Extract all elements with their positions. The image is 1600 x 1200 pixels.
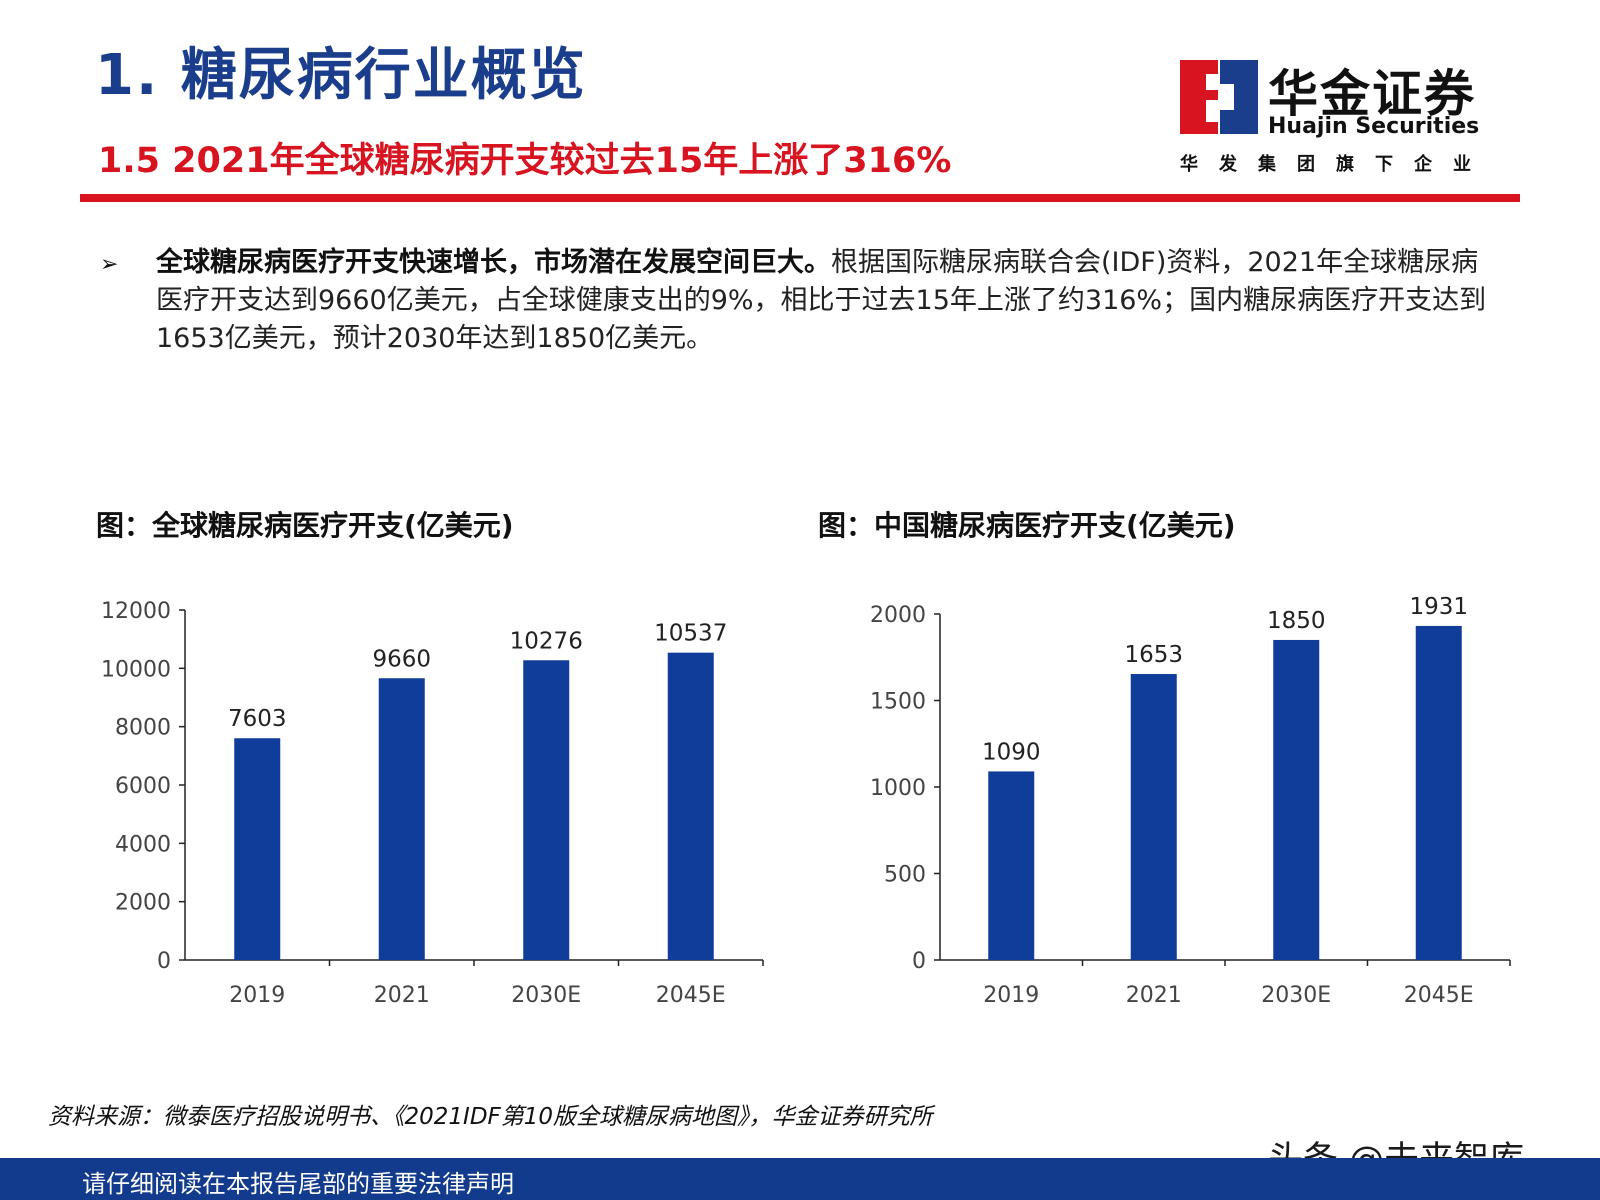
company-logo: 华金证券 Huajin Securities 华发集团旗下企业	[1180, 58, 1490, 178]
y-tick-label: 2000	[115, 891, 171, 916]
footer-disclaimer: 请仔细阅读在本报告尾部的重要法律声明	[82, 1170, 514, 1198]
x-tick-label: 2030E	[511, 983, 581, 1008]
y-tick-label: 8000	[115, 716, 171, 741]
bar	[988, 771, 1035, 960]
summary-highlight: 全球糖尿病医疗开支快速增长，市场潜在发展空间巨大。	[156, 247, 831, 278]
chart-title-global: 图：全球糖尿病医疗开支(亿美元)	[96, 509, 514, 542]
data-label: 7603	[228, 706, 287, 732]
china-spending-chart: 0 500 1000 1500 2000 1090 2019 1653 2021 1850 2030…	[870, 594, 1511, 1008]
y-tick-label: 500	[884, 863, 926, 888]
bar	[523, 660, 570, 960]
header-divider	[80, 194, 1520, 202]
footer-bar: 请仔细阅读在本报告尾部的重要法律声明	[0, 1158, 1600, 1200]
logo-tagline: 华发集团旗下企业	[1180, 154, 1492, 175]
x-tick-label: 2030E	[1261, 983, 1331, 1008]
y-tick-label: 4000	[115, 832, 171, 857]
x-tick-label: 2019	[229, 983, 285, 1008]
bar	[667, 652, 714, 960]
logo-name-en: Huajin Securities	[1268, 114, 1480, 139]
y-tick-label: 2000	[870, 603, 926, 628]
logo-name-cn: 华金证券	[1268, 65, 1476, 123]
bullet-arrow-icon: ➢	[100, 252, 119, 277]
bar	[1130, 674, 1177, 960]
data-label: 1850	[1267, 608, 1326, 634]
data-label: 10537	[654, 621, 727, 647]
data-label: 9660	[372, 646, 431, 672]
y-tick-label: 12000	[101, 599, 171, 624]
x-tick-label: 2021	[1126, 983, 1182, 1008]
chart-title-china: 图：中国糖尿病医疗开支(亿美元)	[818, 509, 1236, 542]
y-tick-label: 1000	[870, 776, 926, 801]
x-tick-label: 2045E	[1404, 983, 1474, 1008]
y-tick-label: 1500	[870, 690, 926, 715]
summary-paragraph: 全球糖尿病医疗开支快速增长，市场潜在发展空间巨大。根据国际糖尿病联合会(IDF)…	[156, 244, 1496, 358]
data-label: 10276	[510, 628, 583, 654]
summary-text: 根据国际糖尿病联合会(IDF)资料，2021年全球糖尿病医疗开支达到9660亿美…	[156, 247, 1487, 354]
source-note: 资料来源：微泰医疗招股说明书、《2021IDF第10版全球糖尿病地图》，华金证券…	[48, 1104, 933, 1130]
bar	[378, 678, 425, 960]
data-label: 1090	[982, 739, 1041, 765]
data-label: 1931	[1409, 594, 1468, 620]
global-spending-chart: 0 2000 4000 6000 8000 10000 12000 7603 2019 9660 2…	[101, 599, 764, 1008]
subsection-title: 1.5 2021年全球糖尿病开支较过去15年上涨了316%	[98, 141, 952, 181]
x-tick-label: 2045E	[656, 983, 726, 1008]
y-tick-label: 10000	[101, 657, 171, 682]
x-tick-label: 2019	[983, 983, 1039, 1008]
bar	[1415, 625, 1462, 960]
section-title: 1. 糖尿病行业概览	[95, 43, 587, 108]
y-tick-label: 0	[157, 949, 171, 974]
bar	[1273, 639, 1320, 960]
bar	[234, 738, 281, 960]
logo-mark-icon	[1180, 60, 1258, 134]
x-tick-label: 2021	[374, 983, 430, 1008]
y-tick-label: 6000	[115, 774, 171, 799]
data-label: 1653	[1124, 642, 1183, 668]
y-tick-label: 0	[912, 949, 926, 974]
